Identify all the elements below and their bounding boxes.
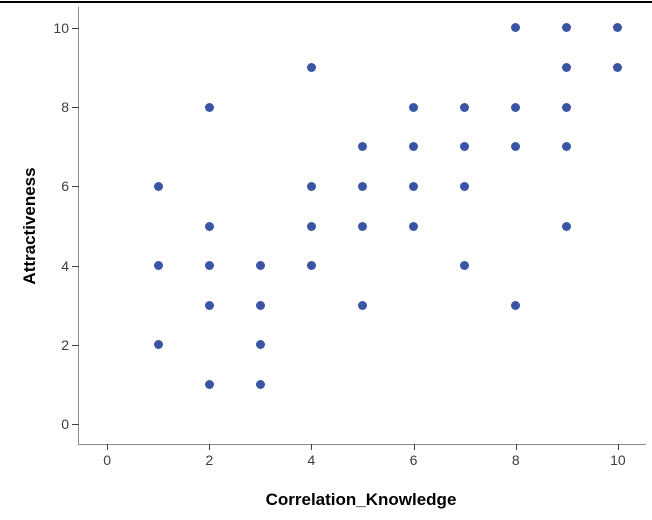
scatter-point (306, 261, 316, 271)
y-tick-mark (72, 424, 79, 426)
scatter-point (358, 300, 367, 310)
scatter-point (204, 300, 214, 310)
x-tick-label: 8 (511, 452, 520, 468)
scatter-point (409, 181, 419, 191)
scatter-point (204, 380, 214, 390)
y-axis-title: Attractiveness (20, 167, 39, 285)
scatter-point (255, 380, 265, 390)
scatter-point (358, 221, 367, 231)
scatter-point (460, 142, 470, 152)
y-tick-mark (72, 27, 79, 29)
x-tick-label: 6 (409, 452, 418, 468)
scatter-point (511, 102, 521, 112)
scatter-point (562, 23, 572, 33)
y-tick-label: 4 (61, 257, 69, 274)
scatter-point (613, 63, 623, 73)
scatter-point (460, 102, 470, 112)
y-tick-label: 0 (61, 416, 69, 433)
scatter-point (255, 340, 265, 350)
y-tick-mark (72, 344, 79, 346)
y-tick-label: 6 (61, 178, 69, 195)
scatter-point (562, 102, 572, 112)
scatter-point (255, 300, 265, 310)
x-axis-title: Correlation_Knowledge (265, 490, 457, 509)
scatter-point (204, 102, 214, 112)
scatter-point (306, 63, 316, 73)
scatter-point (460, 261, 470, 271)
scatter-point (153, 340, 163, 350)
scatter-point (358, 181, 367, 191)
scatter-point (511, 23, 521, 33)
scatter-point (511, 142, 521, 152)
x-tick-label: 10 (610, 452, 626, 468)
scatter-point (409, 102, 419, 112)
x-tick-mark (617, 444, 619, 450)
chart-top-border (0, 1, 652, 3)
scatter-point (409, 142, 419, 152)
y-tick-mark (72, 107, 79, 109)
y-tick-label: 8 (61, 99, 69, 116)
x-tick-mark (107, 444, 109, 450)
scatter-point (562, 221, 572, 231)
x-tick-label: 0 (103, 452, 111, 468)
scatter-point (409, 221, 419, 231)
scatter-point (255, 261, 265, 271)
scatter-point (358, 142, 367, 152)
x-tick-label: 4 (307, 452, 316, 468)
x-tick-label: 2 (205, 452, 214, 468)
y-tick-label: 2 (61, 336, 69, 353)
scatter-point (306, 181, 316, 191)
y-tick-mark (72, 265, 79, 267)
y-tick-label: 10 (53, 19, 69, 36)
scatter-point (306, 221, 316, 231)
scatter-point (562, 63, 572, 73)
x-tick-mark (413, 444, 415, 450)
scatter-point (613, 23, 623, 33)
scatter-point (204, 261, 214, 271)
plot-area: 0 2 4 6 8 10 0 2 4 6 8 10 (53, 7, 646, 467)
x-tick-mark (209, 444, 211, 450)
x-tick-mark (311, 444, 313, 450)
y-tick-mark (72, 186, 79, 188)
scatter-point (460, 181, 470, 191)
scatter-point (153, 261, 163, 271)
scatter-point (153, 181, 163, 191)
x-tick-mark (515, 444, 517, 450)
scatter-point (204, 221, 214, 231)
scatter-point (511, 300, 521, 310)
scatter-point (562, 142, 572, 152)
